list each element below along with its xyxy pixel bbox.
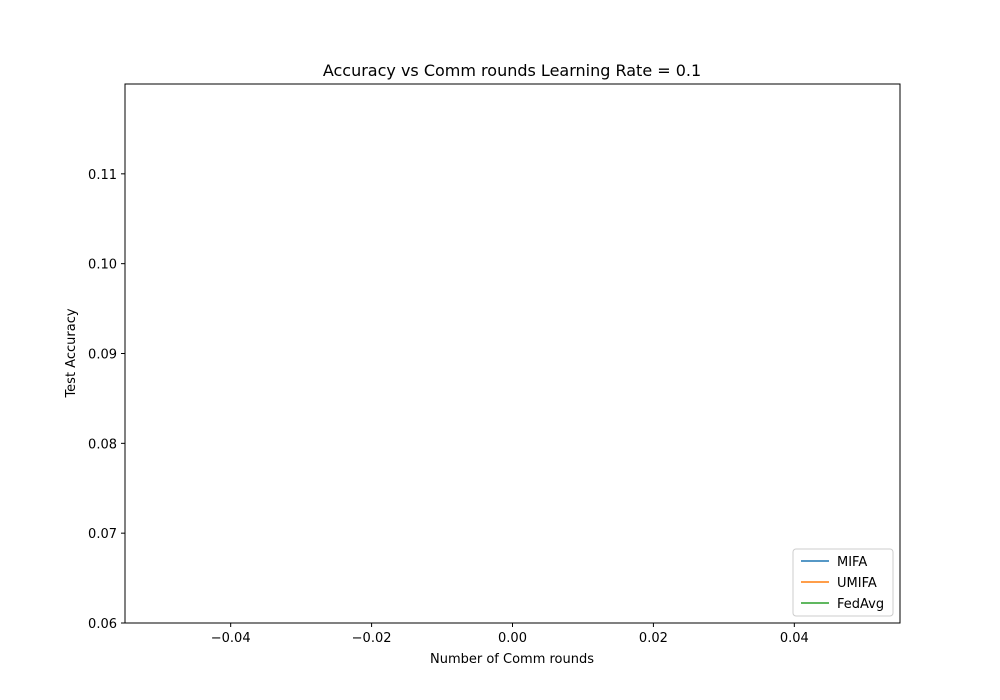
- x-tick-label: 0.02: [639, 631, 668, 646]
- legend-box: [792, 548, 894, 617]
- y-tick-label: 0.11: [88, 168, 117, 183]
- y-tick-label: 0.09: [88, 348, 117, 363]
- plot-area: [124, 83, 901, 624]
- x-axis-label: Number of Comm rounds: [430, 652, 594, 667]
- x-tick-label: 0.00: [498, 631, 527, 646]
- y-tick-label: 0.10: [88, 258, 117, 273]
- x-axis-ticks: −0.04 −0.02 0.00 0.02 0.04: [211, 623, 809, 646]
- y-tick-label: 0.07: [88, 527, 117, 542]
- legend: MIFA UMIFA FedAvg: [792, 548, 894, 617]
- x-tick-label: −0.04: [211, 631, 251, 646]
- legend-label-mifa: MIFA: [837, 555, 867, 570]
- x-tick-label: 0.04: [780, 631, 809, 646]
- y-tick-label: 0.08: [88, 437, 117, 452]
- y-axis-label: Test Accuracy: [64, 308, 79, 398]
- legend-label-umifa: UMIFA: [837, 576, 877, 591]
- chart-title: Accuracy vs Comm rounds Learning Rate = …: [323, 61, 701, 80]
- legend-label-fedavg: FedAvg: [837, 597, 884, 612]
- x-tick-label: −0.02: [352, 631, 392, 646]
- y-tick-label: 0.06: [88, 617, 117, 632]
- y-axis-ticks: 0.06 0.07 0.08 0.09 0.10 0.11: [88, 168, 125, 632]
